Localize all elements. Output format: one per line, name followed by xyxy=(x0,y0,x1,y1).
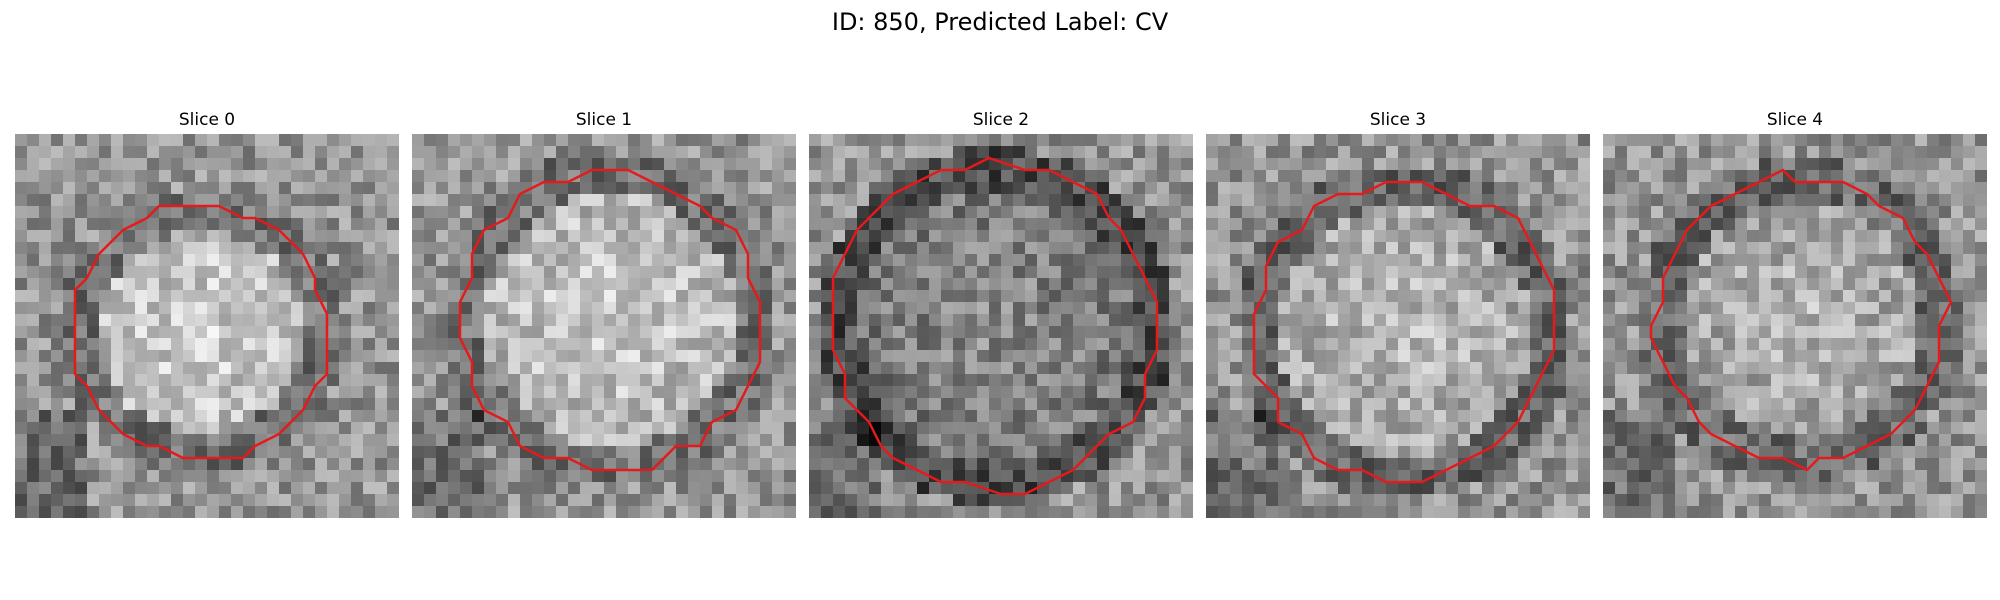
slice-pixels xyxy=(15,134,399,518)
segmentation-contour xyxy=(458,168,762,472)
slice-pixels xyxy=(1603,134,1987,518)
slice-title: Slice 1 xyxy=(575,110,633,130)
slice-image xyxy=(809,134,1193,518)
slice-title: Slice 3 xyxy=(1369,110,1427,130)
figure-title: ID: 850, Predicted Label: CV xyxy=(831,8,1169,36)
slice-pixels xyxy=(809,134,1193,518)
slice-pixels xyxy=(412,134,796,518)
slice-title: Slice 0 xyxy=(178,110,236,130)
slice-panel-4: Slice 4 xyxy=(1603,108,1987,528)
slice-panel-1: Slice 1 xyxy=(412,108,796,528)
segmentation-contour xyxy=(1649,168,1953,472)
slice-title: Slice 4 xyxy=(1766,110,1824,130)
slice-panel-0: Slice 0 xyxy=(15,108,399,528)
slice-title: Slice 2 xyxy=(972,110,1030,130)
slice-pixels xyxy=(1206,134,1590,518)
slice-image xyxy=(1603,134,1987,518)
segmentation-contour xyxy=(1252,180,1556,484)
segmentation-contour xyxy=(73,204,329,460)
slice-panel-3: Slice 3 xyxy=(1206,108,1590,528)
slice-image xyxy=(1206,134,1590,518)
segmentation-contour xyxy=(831,156,1159,496)
slice-image xyxy=(15,134,399,518)
slice-panel-2: Slice 2 xyxy=(809,108,1193,528)
slice-image xyxy=(412,134,796,518)
